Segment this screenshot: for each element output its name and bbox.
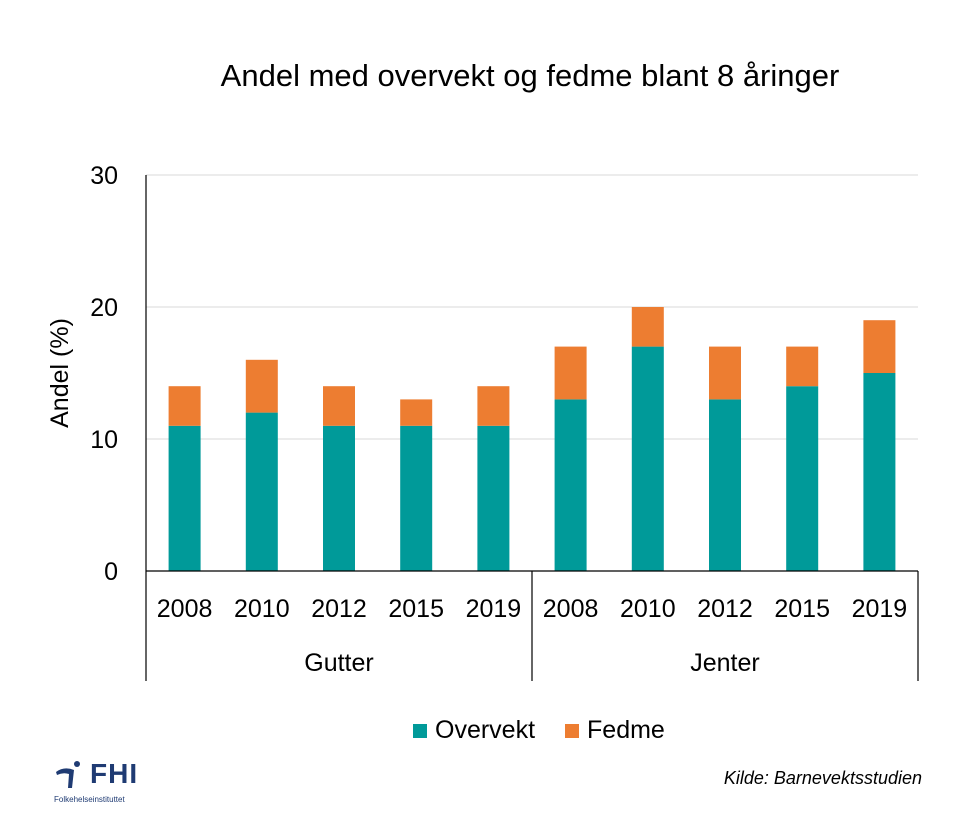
x-tick-label-6: 2010 <box>620 595 676 623</box>
y-axis-title: Andel (%) <box>46 318 74 428</box>
bar-fedme-7 <box>709 346 741 400</box>
group-label-jenter: Jenter <box>690 649 759 677</box>
x-tick-label-3: 2015 <box>388 595 444 623</box>
fhi-logo: FHI Folkehelseinstituttet <box>54 758 174 818</box>
bar-fedme-8 <box>786 346 819 387</box>
legend-item-fedme: Fedme <box>565 716 665 745</box>
chart-legend: Overvekt Fedme <box>413 716 695 745</box>
x-tick-label-4: 2019 <box>466 595 522 623</box>
fhi-logo-icon <box>56 761 80 788</box>
x-tick-label-9: 2019 <box>852 595 908 623</box>
bar-fedme-9 <box>863 320 896 373</box>
chart-title: Andel med overvekt og fedme blant 8 årin… <box>220 58 840 93</box>
bar-overvekt-8 <box>786 386 819 571</box>
logo-text: FHI <box>90 758 139 789</box>
legend-swatch-overvekt <box>413 723 427 738</box>
bar-overvekt-4 <box>477 425 510 571</box>
x-tick-label-2: 2012 <box>311 595 367 623</box>
bar-overvekt-5 <box>554 399 587 571</box>
bar-overvekt-3 <box>400 425 433 571</box>
bar-fedme-0 <box>168 386 201 426</box>
bar-fedme-5 <box>554 346 587 400</box>
y-tick-label-20: 20 <box>90 294 118 322</box>
bar-fedme-4 <box>477 386 510 426</box>
legend-label-overvekt: Overvekt <box>435 716 536 744</box>
source-note: Kilde: Barnevektsstudien <box>723 768 922 788</box>
bar-fedme-6 <box>631 307 664 347</box>
x-tick-label-1: 2010 <box>234 595 290 623</box>
legend-swatch-fedme <box>565 723 580 738</box>
y-tick-label-0: 0 <box>104 558 118 586</box>
x-tick-label-7: 2012 <box>697 595 753 623</box>
bar-fedme-3 <box>400 399 433 426</box>
bar-overvekt-9 <box>863 373 896 571</box>
bar-overvekt-1 <box>245 412 278 571</box>
bar-overvekt-6 <box>631 346 664 571</box>
logo-subtext: Folkehelseinstituttet <box>54 795 125 804</box>
group-label-gutter: Gutter <box>304 649 373 677</box>
bar-fedme-2 <box>323 386 355 426</box>
x-tick-label-0: 2008 <box>157 595 213 623</box>
bar-overvekt-7 <box>709 399 741 571</box>
x-tick-label-8: 2015 <box>774 595 830 623</box>
bar-overvekt-0 <box>168 425 201 571</box>
legend-item-overvekt: Overvekt <box>413 716 535 745</box>
y-tick-label-30: 30 <box>90 162 118 190</box>
bar-overvekt-2 <box>323 425 355 571</box>
legend-label-fedme: Fedme <box>587 716 665 744</box>
x-tick-label-5: 2008 <box>543 595 599 623</box>
bar-fedme-1 <box>245 359 278 413</box>
y-tick-label-10: 10 <box>90 426 118 454</box>
